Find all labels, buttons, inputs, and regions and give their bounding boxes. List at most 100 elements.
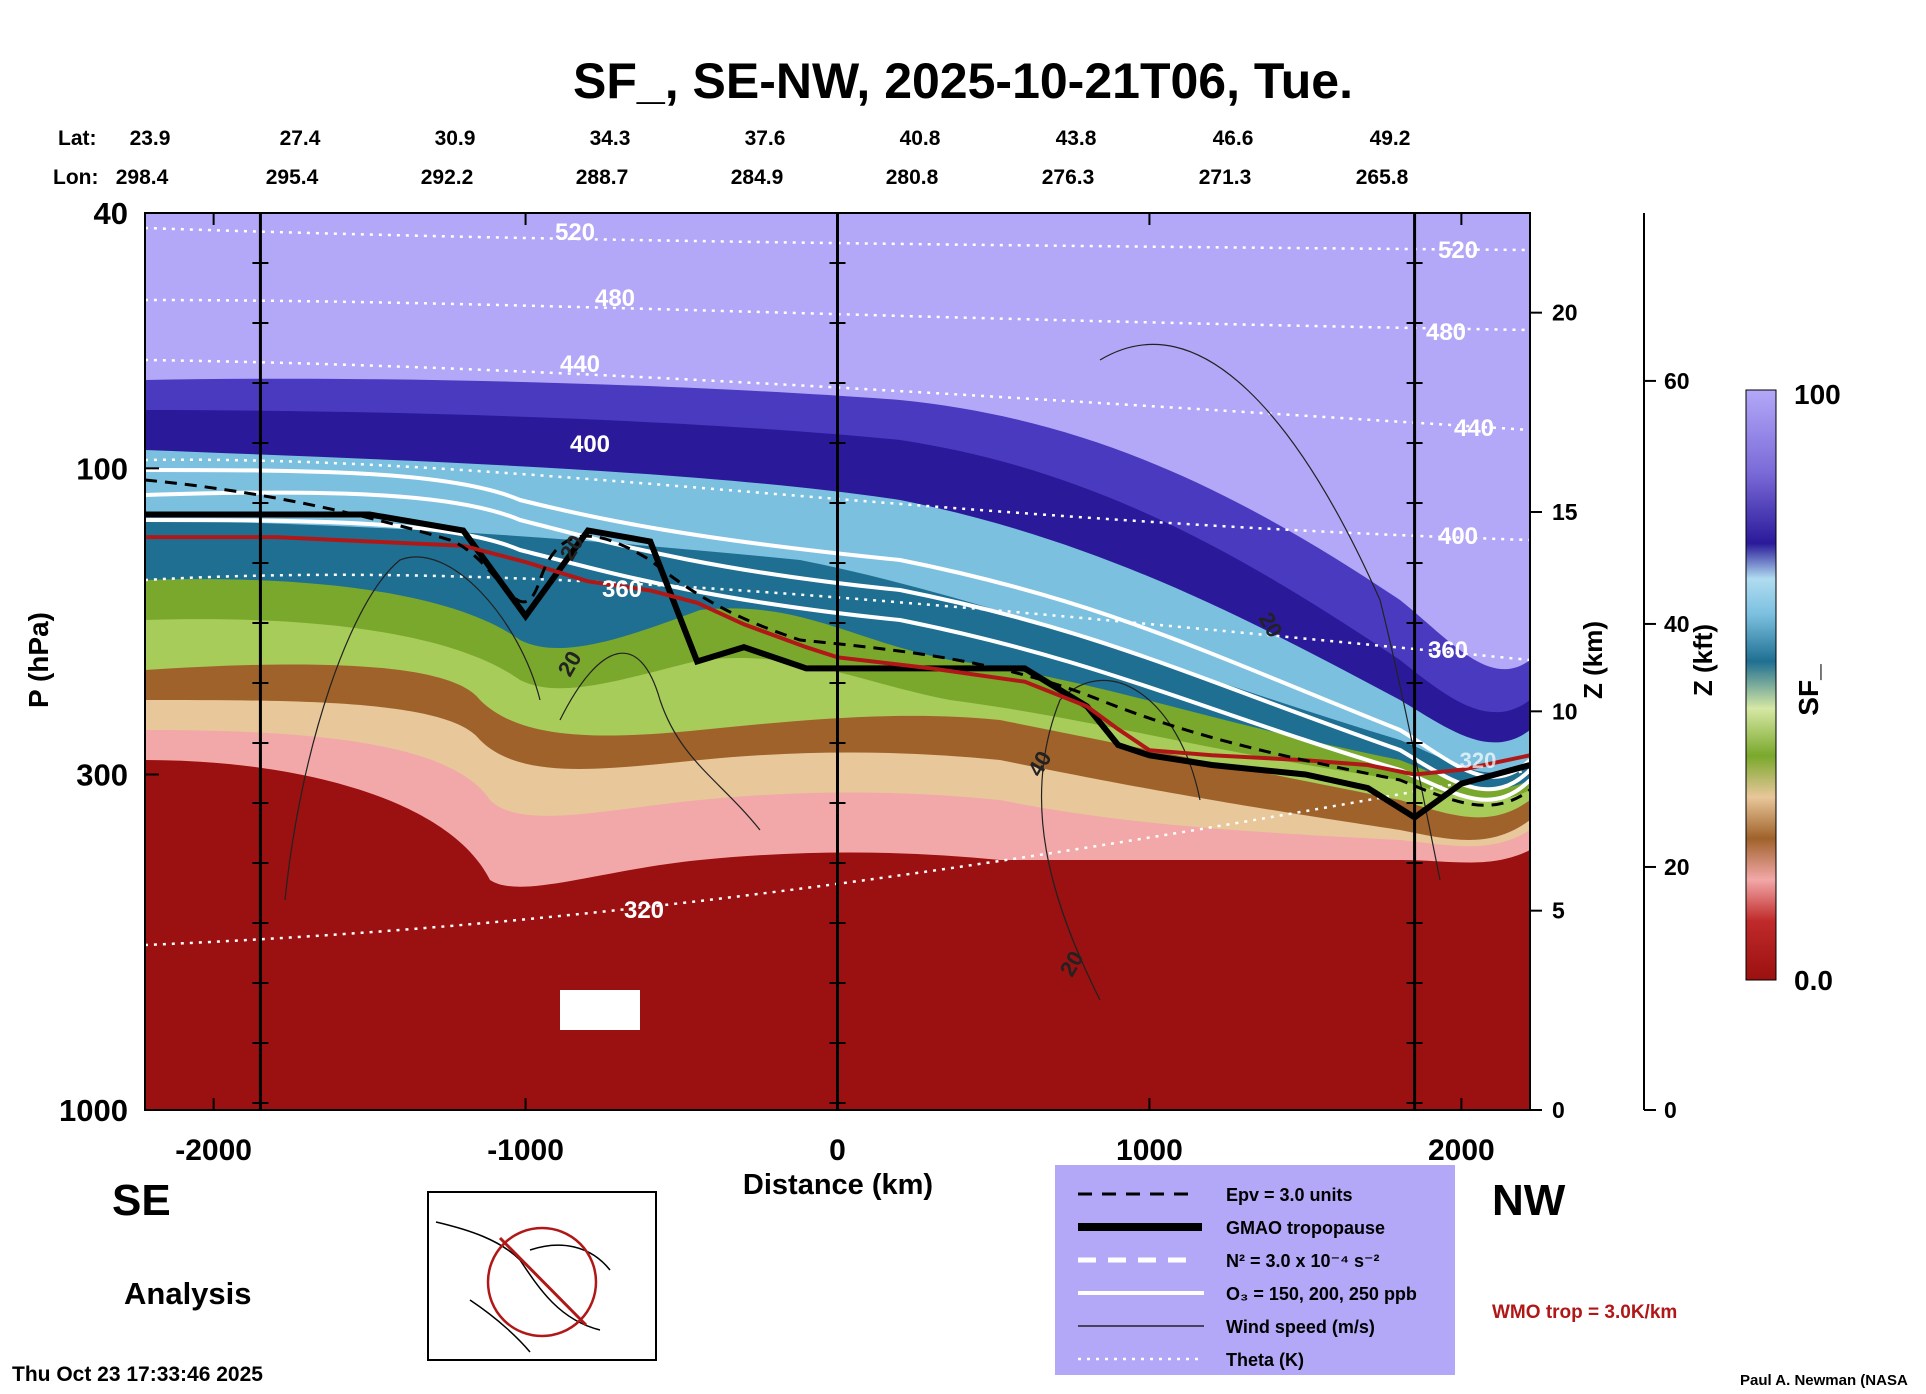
z-km-ticks: 0 5 10 15 20 xyxy=(1530,300,1578,1123)
lon-value: 271.3 xyxy=(1199,166,1252,189)
x-tick-label: 0 xyxy=(829,1134,846,1167)
theta-label-480-right: 480 xyxy=(1426,319,1466,346)
legend-o3-label: O₃ = 150, 200, 250 ppb xyxy=(1226,1284,1417,1304)
z-km-tick-label: 5 xyxy=(1552,898,1565,924)
y-tick-label: 1000 xyxy=(59,1093,128,1128)
y-axis-label: P (hPa) xyxy=(23,612,54,708)
legend-theta-label: Theta (K) xyxy=(1226,1350,1304,1370)
lat-value: 27.4 xyxy=(280,127,321,150)
theta-label-400-right: 400 xyxy=(1438,523,1478,550)
inset-map-transect xyxy=(498,1236,588,1327)
x-tick-label: -2000 xyxy=(175,1134,252,1167)
z-km-axis-label: Z (km) xyxy=(1578,621,1608,699)
x-tick-label: 1000 xyxy=(1116,1134,1183,1167)
z-kft-tick-label: 40 xyxy=(1664,611,1690,637)
colorbar-max-label: 100 xyxy=(1794,379,1841,410)
theta-label-360-right: 360 xyxy=(1428,637,1468,664)
legend-n2-label: N² = 3.0 x 10⁻⁴ s⁻² xyxy=(1226,1251,1379,1271)
inset-map-frame xyxy=(427,1191,657,1361)
lat-value: 40.8 xyxy=(900,127,941,150)
plot-area: 520 480 440 400 360 320 520 480 440 400 … xyxy=(145,213,1530,1110)
lat-header-label: Lat: xyxy=(58,127,97,150)
z-kft-axis-label: Z (kft) xyxy=(1688,624,1718,696)
theta-line-360 xyxy=(145,573,1530,662)
legend: Epv = 3.0 units GMAO tropopause N² = 3.0… xyxy=(1055,1165,1455,1375)
lat-value: 37.6 xyxy=(745,127,786,150)
z-kft-tick-label: 20 xyxy=(1664,854,1690,880)
wind-contour-3 xyxy=(1040,679,1201,1001)
lon-value: 280.8 xyxy=(886,166,939,189)
lon-value: 292.2 xyxy=(421,166,474,189)
colorbar-min-label: 0.0 xyxy=(1794,965,1833,996)
lon-value: 265.8 xyxy=(1356,166,1409,189)
lon-value: 276.3 xyxy=(1042,166,1095,189)
chart-title: SF_, SE-NW, 2025-10-21T06, Tue. xyxy=(573,53,1353,109)
se-label: SE xyxy=(112,1176,171,1225)
colorbar xyxy=(1745,389,1777,981)
theta-label-320-right: 320 xyxy=(1460,748,1497,773)
analysis-label: Analysis xyxy=(124,1276,252,1311)
ozone-line-200 xyxy=(145,490,1530,792)
x-axis-label: Distance (km) xyxy=(743,1169,933,1201)
lon-value: 295.4 xyxy=(266,166,319,189)
epv-line xyxy=(145,478,1530,807)
y-axis-ticks: 40 100 300 1000 xyxy=(59,196,159,1128)
z-km-tick-label: 20 xyxy=(1552,300,1578,326)
timestamp-label: Thu Oct 23 17:33:46 2025 xyxy=(12,1363,263,1386)
y-tick-label: 300 xyxy=(76,757,128,792)
lon-values: 298.4 295.4 292.2 288.7 284.9 280.8 276.3 271.3… xyxy=(116,166,1409,189)
theta-line-520 xyxy=(145,226,1530,252)
z-kft-tick-label: 0 xyxy=(1664,1097,1677,1123)
lat-value: 30.9 xyxy=(435,127,476,150)
theta-label-520: 520 xyxy=(555,219,595,246)
z-km-tick-label: 10 xyxy=(1552,698,1578,724)
colorbar-label: SF_ xyxy=(1793,664,1824,716)
vertical-markers xyxy=(252,213,1423,1110)
theta-label-440-right: 440 xyxy=(1454,415,1494,442)
inset-map-range-circle xyxy=(486,1226,598,1338)
wmo-trop-label: WMO trop = 3.0K/km xyxy=(1492,1302,1677,1323)
lon-header-label: Lon: xyxy=(53,166,98,189)
wind-contour-1 xyxy=(284,556,541,901)
theta-label-320: 320 xyxy=(624,897,664,924)
x-tick-label: 2000 xyxy=(1428,1134,1495,1167)
z-kft-ticks: 0 20 40 60 xyxy=(1644,368,1690,1123)
legend-epv-label: Epv = 3.0 units xyxy=(1226,1185,1353,1205)
lat-value: 43.8 xyxy=(1056,127,1097,150)
lat-value: 34.3 xyxy=(590,127,631,150)
theta-line-480 xyxy=(145,298,1530,332)
theta-label-400: 400 xyxy=(570,431,610,458)
credit-label: Paul A. Newman (NASA xyxy=(1740,1372,1908,1389)
theta-label-440: 440 xyxy=(560,351,600,378)
nw-label: NW xyxy=(1492,1176,1566,1225)
lon-value: 288.7 xyxy=(576,166,629,189)
lat-value: 46.6 xyxy=(1213,127,1254,150)
white-blob xyxy=(560,990,640,1030)
y-tick-label: 100 xyxy=(76,451,128,486)
theta-line-320 xyxy=(145,768,1530,947)
legend-gmao-label: GMAO tropopause xyxy=(1226,1218,1385,1238)
wmo-tropopause-line xyxy=(145,535,1530,777)
theta-label-520-right: 520 xyxy=(1438,237,1478,264)
z-kft-tick-label: 60 xyxy=(1664,368,1690,394)
lon-value: 298.4 xyxy=(116,166,169,189)
ozone-line-150 xyxy=(145,468,1530,779)
theta-label-480: 480 xyxy=(595,285,635,312)
x-axis-ticks: -2000 -1000 0 1000 2000 xyxy=(175,213,1495,1167)
position-header: Lat: Lon: 23.9 27.4 30.9 34.3 37.6 40.8 43.8 46… xyxy=(53,127,1410,189)
theta-contours xyxy=(145,226,1530,947)
legend-wind-label: Wind speed (m/s) xyxy=(1226,1317,1375,1337)
inset-map xyxy=(427,1191,657,1361)
legend-background xyxy=(1055,1165,1455,1375)
theta-line-400 xyxy=(145,458,1530,542)
theta-label-360: 360 xyxy=(602,576,642,603)
x-tick-label: -1000 xyxy=(487,1134,564,1167)
y-tick-label: 40 xyxy=(94,196,128,231)
gmao-tropopause-line xyxy=(145,511,1530,822)
lat-value: 49.2 xyxy=(1370,127,1411,150)
z-km-tick-label: 15 xyxy=(1552,499,1578,525)
theta-line-440 xyxy=(145,358,1530,432)
lat-value: 23.9 xyxy=(130,127,171,150)
wind-contour-2 xyxy=(559,652,761,831)
